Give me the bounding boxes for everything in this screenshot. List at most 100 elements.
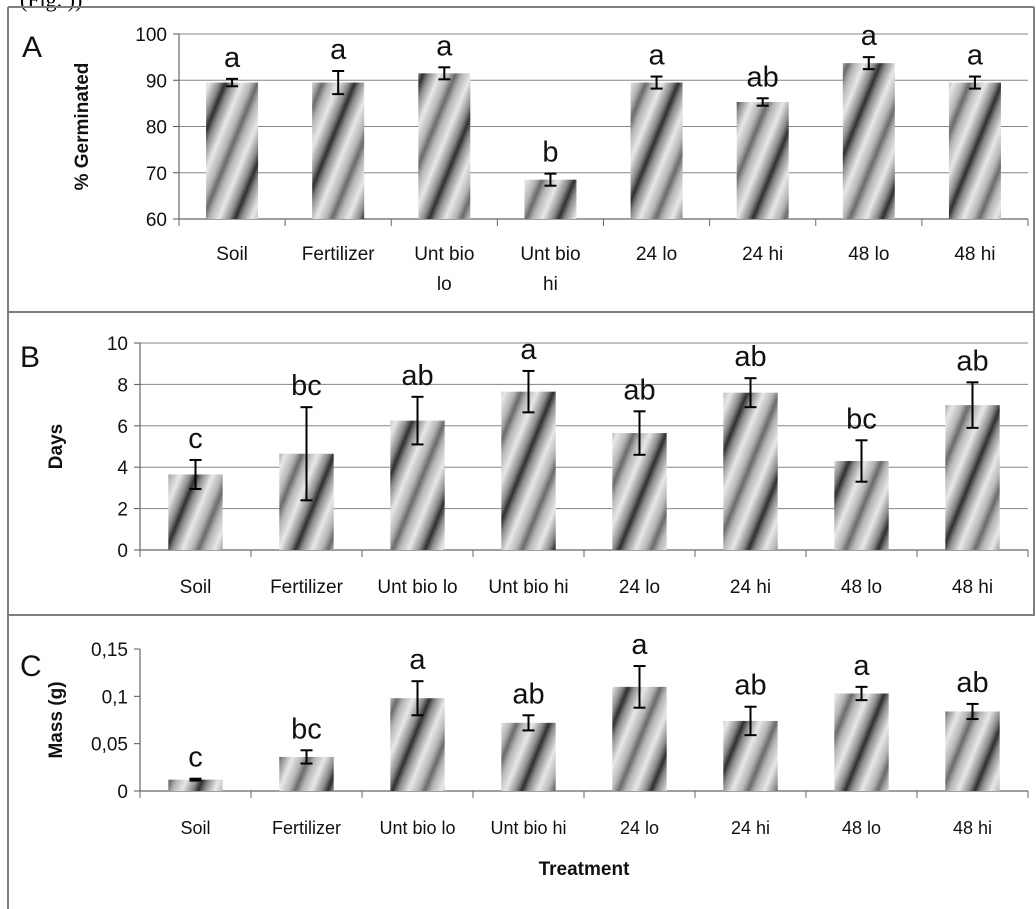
category-label: Fertilizer bbox=[302, 244, 376, 265]
panel-a: A % Germinated 60 70 80 90 100 a Soil a Fertilizer… bbox=[22, 20, 1029, 295]
panel-b: B Days 0 2 4 6 8 10 c Soil bc Fertilizer ab Unt bio l… bbox=[20, 334, 1029, 598]
category-label: hi bbox=[543, 274, 558, 295]
bar bbox=[834, 693, 889, 791]
error-bar bbox=[968, 75, 981, 90]
bar bbox=[842, 63, 895, 220]
error-bar bbox=[744, 705, 757, 737]
y-axis-label: Mass (g) bbox=[46, 681, 67, 758]
category-label: Unt bio hi bbox=[488, 577, 568, 598]
category-label: Soil bbox=[180, 818, 210, 838]
bar bbox=[948, 82, 1001, 219]
bar bbox=[723, 392, 778, 550]
error-bar bbox=[411, 395, 424, 446]
y-tick-label: 10 bbox=[107, 334, 128, 355]
y-tick-label: 6 bbox=[117, 417, 128, 438]
y-tick-label: 90 bbox=[146, 71, 167, 92]
bar bbox=[418, 73, 471, 219]
y-tick-label: 0,15 bbox=[91, 640, 128, 661]
error-bar bbox=[300, 406, 313, 502]
category-label: 24 hi bbox=[730, 577, 771, 598]
significance-letter: a bbox=[853, 650, 870, 682]
error-bar bbox=[522, 714, 535, 732]
error-bar bbox=[522, 369, 535, 414]
category-label: Unt bio bbox=[520, 244, 580, 265]
category-label: 24 hi bbox=[742, 244, 783, 265]
error-bar bbox=[332, 70, 345, 96]
category-label: 48 hi bbox=[953, 818, 992, 838]
significance-letter: b bbox=[542, 137, 558, 169]
significance-letter: a bbox=[436, 30, 453, 62]
category-label: 48 lo bbox=[841, 577, 882, 598]
bar bbox=[501, 722, 556, 791]
error-bar bbox=[744, 377, 757, 409]
error-bar bbox=[544, 172, 557, 187]
category-label: Fertilizer bbox=[272, 818, 341, 838]
category-label: Unt bio lo bbox=[379, 818, 455, 838]
y-axis-label: Days bbox=[46, 424, 67, 469]
category-label: 48 lo bbox=[842, 818, 881, 838]
error-bar bbox=[189, 777, 202, 782]
error-bar bbox=[855, 439, 868, 483]
category-label: Unt bio hi bbox=[490, 818, 566, 838]
x-axis-label: Treatment bbox=[539, 859, 630, 880]
bar bbox=[630, 82, 683, 219]
bar bbox=[206, 82, 259, 219]
category-label: 24 lo bbox=[636, 244, 677, 265]
category-label: 48 lo bbox=[848, 244, 889, 265]
significance-letter: a bbox=[330, 34, 347, 66]
significance-letter: ab bbox=[956, 667, 988, 699]
category-label: Soil bbox=[180, 577, 212, 598]
panel-letter: A bbox=[22, 31, 42, 64]
error-bar bbox=[300, 749, 313, 765]
category-label: 48 hi bbox=[954, 244, 995, 265]
category-label: lo bbox=[437, 274, 452, 295]
significance-letter: a bbox=[631, 629, 648, 661]
significance-letter: ab bbox=[401, 360, 433, 392]
category-label: 24 lo bbox=[620, 818, 659, 838]
significance-letter: c bbox=[188, 742, 203, 774]
y-tick-label: 8 bbox=[117, 375, 128, 396]
error-bar bbox=[189, 458, 202, 490]
error-bar bbox=[633, 665, 646, 709]
bar bbox=[736, 101, 789, 219]
y-tick-label: 60 bbox=[146, 210, 167, 231]
significance-letter: bc bbox=[291, 370, 322, 402]
bar bbox=[945, 405, 1000, 550]
error-bar bbox=[862, 56, 875, 71]
significance-letter: a bbox=[648, 40, 665, 72]
y-tick-label: 2 bbox=[117, 500, 128, 521]
category-label: Unt bio lo bbox=[377, 577, 457, 598]
error-bar bbox=[633, 410, 646, 456]
bar bbox=[945, 711, 1000, 791]
category-label: 24 hi bbox=[731, 818, 770, 838]
error-bar bbox=[966, 702, 979, 721]
significance-letter: a bbox=[861, 20, 878, 52]
significance-letter: a bbox=[520, 334, 537, 366]
bar bbox=[168, 779, 223, 791]
y-tick-label: 80 bbox=[146, 118, 167, 139]
significance-letter: c bbox=[188, 423, 203, 455]
significance-letter: ab bbox=[956, 345, 988, 377]
y-tick-label: 70 bbox=[146, 164, 167, 185]
significance-letter: a bbox=[409, 644, 426, 676]
error-bar bbox=[966, 381, 979, 429]
significance-letter: a bbox=[224, 42, 241, 74]
significance-letter: ab bbox=[734, 341, 766, 373]
y-axis-label: % Germinated bbox=[72, 63, 93, 191]
category-label: Unt bio bbox=[414, 244, 474, 265]
error-bar bbox=[855, 685, 868, 702]
significance-letter: ab bbox=[623, 374, 655, 406]
bar bbox=[312, 82, 365, 219]
error-bar bbox=[226, 77, 239, 88]
significance-letter: bc bbox=[291, 713, 322, 745]
error-bar bbox=[756, 97, 769, 107]
y-tick-label: 0,1 bbox=[102, 687, 128, 708]
significance-letter: ab bbox=[734, 670, 766, 702]
significance-letter: bc bbox=[846, 403, 877, 435]
error-bar bbox=[438, 66, 451, 81]
error-bar bbox=[411, 680, 424, 717]
y-tick-label: 100 bbox=[135, 25, 167, 46]
y-tick-label: 0,05 bbox=[91, 735, 128, 756]
